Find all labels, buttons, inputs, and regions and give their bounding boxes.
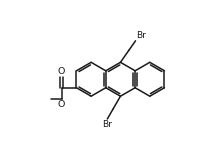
Text: Br: Br [102, 120, 112, 129]
Text: O: O [58, 100, 65, 109]
Text: Br: Br [136, 31, 146, 40]
Text: O: O [58, 67, 65, 76]
